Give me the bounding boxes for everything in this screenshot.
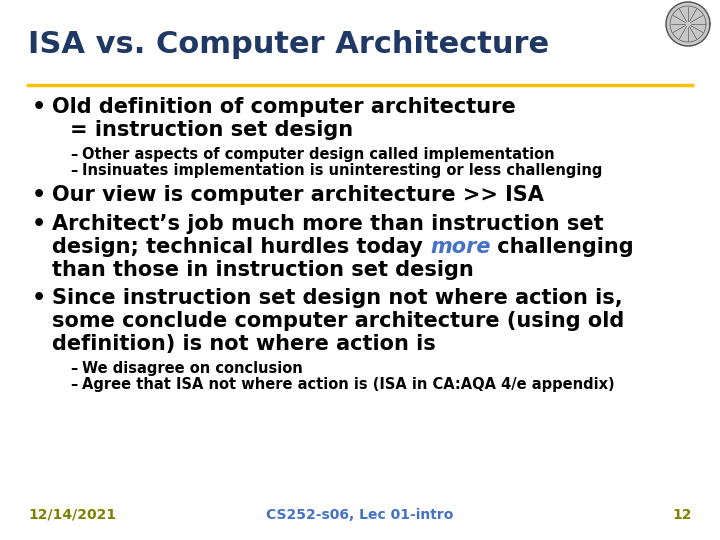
Text: –: – <box>70 361 77 376</box>
Text: Other aspects of computer design called implementation: Other aspects of computer design called … <box>82 146 554 161</box>
Text: Agree that ISA not where action is (ISA in CA:AQA 4/e appendix): Agree that ISA not where action is (ISA … <box>82 377 615 392</box>
Text: 12: 12 <box>672 508 692 522</box>
Text: = instruction set design: = instruction set design <box>70 120 353 140</box>
Text: 12/14/2021: 12/14/2021 <box>28 508 116 522</box>
Text: We disagree on conclusion: We disagree on conclusion <box>82 361 302 376</box>
Text: Our view is computer architecture >> ISA: Our view is computer architecture >> ISA <box>52 185 544 205</box>
Text: •: • <box>32 97 46 117</box>
Text: than those in instruction set design: than those in instruction set design <box>52 260 474 280</box>
Text: more: more <box>430 237 490 256</box>
Text: challenging: challenging <box>490 237 634 256</box>
Text: Old definition of computer architecture: Old definition of computer architecture <box>52 97 516 117</box>
Text: Since instruction set design not where action is,: Since instruction set design not where a… <box>52 288 623 308</box>
Text: ISA vs. Computer Architecture: ISA vs. Computer Architecture <box>28 30 549 59</box>
Text: CS252-s06, Lec 01-intro: CS252-s06, Lec 01-intro <box>266 508 454 522</box>
Text: •: • <box>32 185 46 205</box>
Text: design; technical hurdles today: design; technical hurdles today <box>52 237 430 256</box>
Text: some conclude computer architecture (using old: some conclude computer architecture (usi… <box>52 311 624 331</box>
Text: •: • <box>32 288 46 308</box>
Text: •: • <box>32 214 46 234</box>
Text: –: – <box>70 377 77 392</box>
Text: definition) is not where action is: definition) is not where action is <box>52 334 436 354</box>
Text: –: – <box>70 146 77 161</box>
Text: –: – <box>70 163 77 178</box>
Text: Architect’s job much more than instruction set: Architect’s job much more than instructi… <box>52 214 603 234</box>
Polygon shape <box>666 2 710 46</box>
Text: Insinuates implementation is uninteresting or less challenging: Insinuates implementation is uninteresti… <box>82 163 603 178</box>
